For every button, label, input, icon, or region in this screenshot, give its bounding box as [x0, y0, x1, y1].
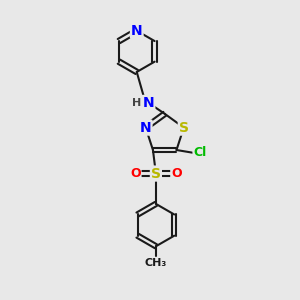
- Text: N: N: [131, 24, 142, 38]
- Text: S: S: [179, 121, 189, 135]
- Text: S: S: [151, 167, 161, 181]
- Text: N: N: [140, 121, 152, 135]
- Text: Cl: Cl: [194, 146, 207, 159]
- Text: CH₃: CH₃: [145, 258, 167, 268]
- Text: O: O: [130, 167, 141, 180]
- Text: N: N: [143, 96, 154, 110]
- Text: O: O: [171, 167, 182, 180]
- Text: H: H: [132, 98, 141, 108]
